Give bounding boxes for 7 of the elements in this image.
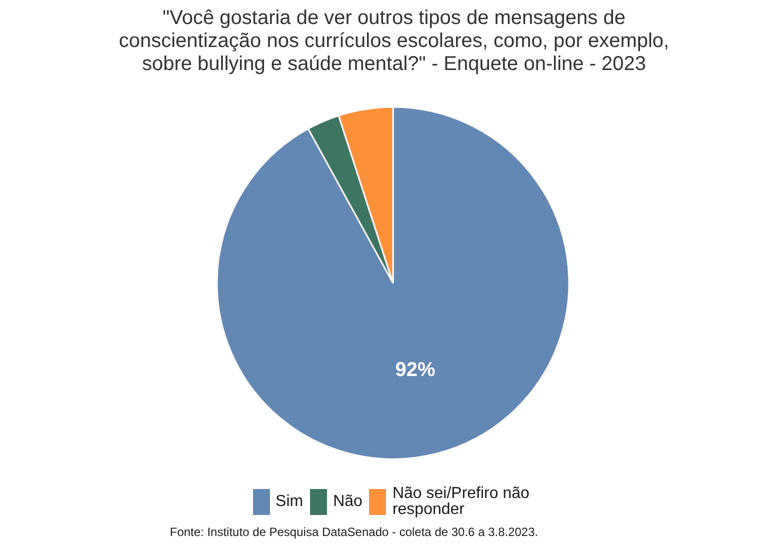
- pie-slice: [216, 106, 570, 460]
- legend-label: Sim: [276, 493, 304, 510]
- legend-label: Não: [333, 493, 362, 510]
- source-note: Fonte: Instituto de Pesquisa DataSenado - coleta de 30.6 a 3.8.2023.: [168, 525, 540, 539]
- legend-label: Não sei/Prefiro não responder: [392, 485, 530, 518]
- data-label: 92%: [395, 358, 436, 381]
- chart-title: "Você gostaria de ver outros tipos de mensagens de conscientização nos currículos escolares, como, por exemplo, sobre bullying e saúde mental?" - Enquete on-line - 2023: [118, 7, 670, 76]
